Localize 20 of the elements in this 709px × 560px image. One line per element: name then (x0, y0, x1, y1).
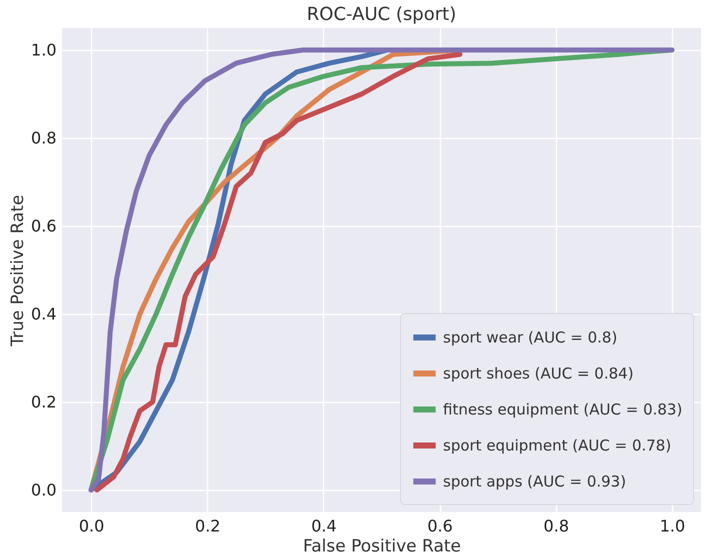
legend-label: sport apps (AUC = 0.93) (443, 472, 626, 490)
y-tick-label: 0.8 (31, 128, 56, 148)
y-tick-label: 0.2 (31, 392, 56, 412)
legend-label: sport shoes (AUC = 0.84) (443, 364, 634, 382)
y-axis-title: True Positive Rate (8, 194, 28, 348)
x-tick-label: 0.0 (78, 516, 104, 536)
legend-label: fitness equipment (AUC = 0.83) (443, 400, 682, 418)
legend-label: sport equipment (AUC = 0.78) (443, 436, 672, 454)
x-axis-title: False Positive Rate (303, 536, 461, 556)
x-tick-label: 0.4 (311, 516, 337, 536)
x-tick-label: 0.6 (427, 516, 453, 536)
legend-label: sport wear (AUC = 0.8) (443, 328, 618, 346)
y-tick-label: 0.6 (31, 216, 56, 236)
x-tick-label: 1.0 (660, 516, 686, 536)
x-tick-label: 0.8 (544, 516, 569, 536)
y-tick-label: 0.4 (31, 304, 56, 324)
y-tick-label: 0.0 (31, 480, 56, 500)
chart-title: ROC-AUC (sport) (306, 4, 456, 25)
x-tick-label: 0.2 (195, 516, 220, 536)
y-tick-label: 1.0 (31, 40, 56, 60)
